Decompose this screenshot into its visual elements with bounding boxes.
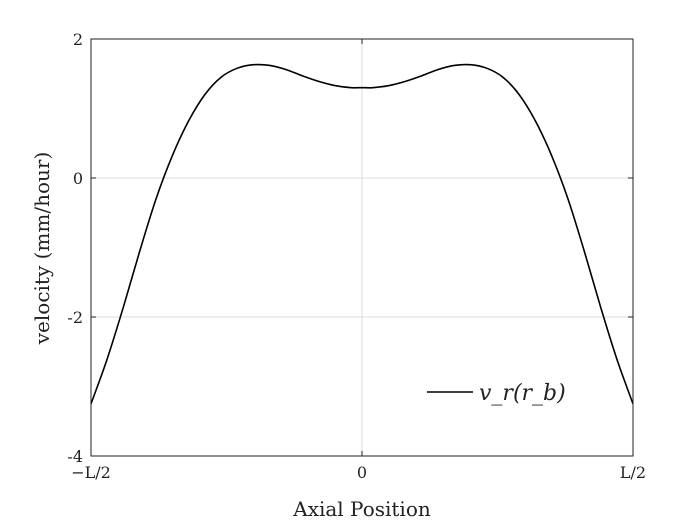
y-tick-label: -4 xyxy=(67,447,83,466)
y-tick-label: 2 xyxy=(73,30,83,49)
y-axis-label: velocity (mm/hour) xyxy=(30,152,54,346)
y-tick-label: 0 xyxy=(73,169,83,188)
x-tick-label: 0 xyxy=(357,463,367,482)
series-line xyxy=(90,63,634,405)
legend-label: v_r(r_b) xyxy=(479,381,566,406)
x-tick-label: L/2 xyxy=(620,463,646,482)
x-tick-labels: −L/2 0 L/2 xyxy=(71,463,646,482)
y-tick-label: -2 xyxy=(67,308,83,327)
legend: v_r(r_b) xyxy=(427,381,566,406)
y-tick-labels: -4 -2 0 2 xyxy=(67,30,83,466)
series-layer xyxy=(90,63,634,405)
x-tick-label: −L/2 xyxy=(71,463,111,482)
x-axis-label: Axial Position xyxy=(292,497,431,521)
axis-ticks xyxy=(90,38,634,457)
